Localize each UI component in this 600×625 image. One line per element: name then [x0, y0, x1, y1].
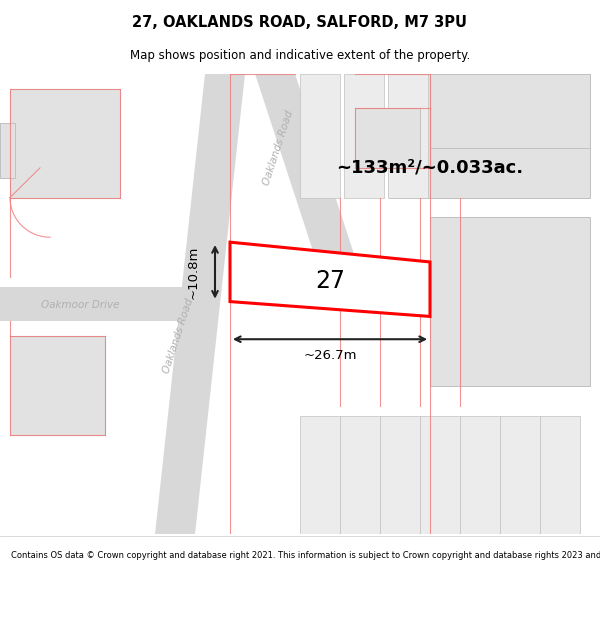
Text: Oaklands Road: Oaklands Road [261, 109, 295, 187]
Polygon shape [10, 336, 105, 436]
Text: Contains OS data © Crown copyright and database right 2021. This information is : Contains OS data © Crown copyright and d… [11, 551, 600, 560]
Polygon shape [500, 416, 540, 534]
Text: Map shows position and indicative extent of the property.: Map shows position and indicative extent… [130, 49, 470, 62]
Polygon shape [380, 416, 420, 534]
Text: Oaklands Road: Oaklands Road [161, 298, 195, 375]
Polygon shape [540, 416, 580, 534]
Polygon shape [10, 89, 120, 198]
Polygon shape [155, 74, 245, 534]
Polygon shape [430, 74, 590, 148]
Polygon shape [388, 74, 428, 198]
Polygon shape [340, 416, 380, 534]
Polygon shape [300, 416, 340, 534]
Text: 27: 27 [315, 269, 345, 292]
Polygon shape [0, 287, 195, 321]
Text: ~133m²/~0.033ac.: ~133m²/~0.033ac. [337, 159, 524, 177]
Polygon shape [230, 242, 430, 316]
Polygon shape [420, 416, 460, 534]
Polygon shape [300, 74, 340, 198]
Polygon shape [344, 74, 384, 198]
Polygon shape [390, 74, 590, 198]
Polygon shape [355, 108, 420, 168]
Text: 27, OAKLANDS ROAD, SALFORD, M7 3PU: 27, OAKLANDS ROAD, SALFORD, M7 3PU [133, 14, 467, 29]
Polygon shape [255, 74, 355, 257]
Text: ~10.8m: ~10.8m [187, 245, 199, 299]
Polygon shape [460, 416, 500, 534]
Polygon shape [430, 217, 590, 386]
Text: ~26.7m: ~26.7m [303, 349, 357, 362]
Polygon shape [0, 123, 15, 177]
Text: Oakmoor Drive: Oakmoor Drive [41, 299, 119, 309]
